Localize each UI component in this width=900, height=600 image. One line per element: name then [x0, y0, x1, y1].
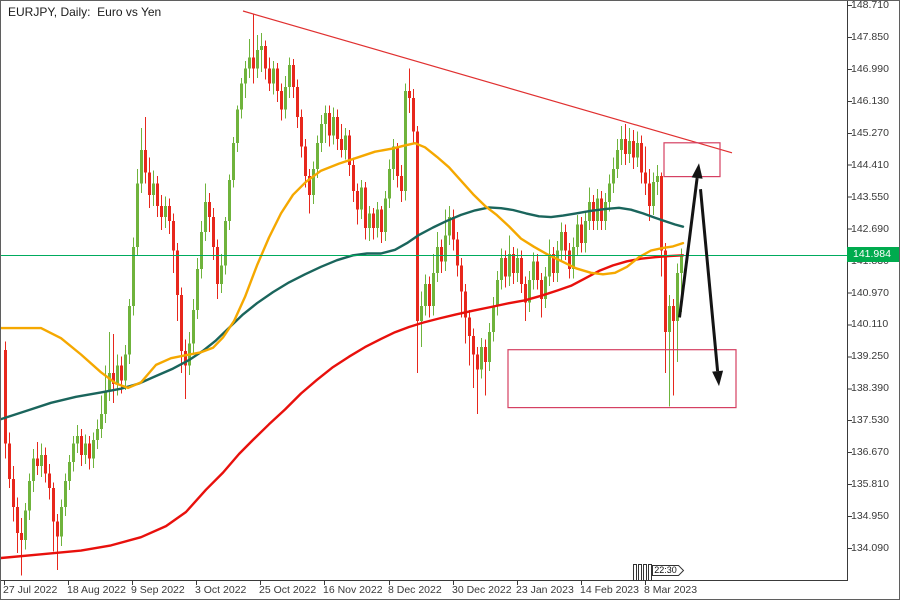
time-axis-label: 9 Sep 2022	[131, 584, 185, 596]
price-axis-label: 148.710	[851, 0, 889, 11]
current-price-value: 141.984	[853, 247, 891, 260]
price-axis-label: 135.810	[851, 478, 889, 491]
down-projection-arrow[interactable]	[699, 189, 724, 387]
ma-line-mid-teal	[1, 206, 685, 421]
chart-title: EURJPY, Daily: Euro vs Yen	[8, 5, 162, 19]
price-axis-label: 147.850	[851, 31, 889, 43]
time-axis[interactable]: 27 Jul 2022 18 Aug 2022 9 Sep 2022 3 Oct 20…	[1, 580, 846, 599]
demand-zone-rectangle[interactable]	[507, 349, 737, 409]
price-axis-label: 142.690	[851, 222, 889, 235]
price-axis-label: 140.110	[851, 318, 889, 331]
ma-line-fast-orange	[1, 141, 685, 390]
time-axis-label: 30 Dec 2022	[452, 584, 512, 596]
up-projection-arrow[interactable]	[678, 163, 703, 318]
price-axis-label: 144.410	[851, 158, 889, 171]
time-axis-label: 25 Oct 2022	[259, 584, 317, 596]
current-price-tag: 141.984	[847, 246, 899, 262]
price-axis-label: 139.250	[851, 350, 889, 363]
candle-countdown: 22:30	[654, 565, 677, 575]
price-axis-label: 143.550	[851, 190, 889, 203]
time-axis-label: 27 Jul 2022	[3, 584, 58, 596]
price-axis-label: 146.130	[851, 94, 889, 107]
price-axis-label: 136.670	[851, 446, 889, 459]
time-axis-label: 14 Feb 2023	[580, 584, 639, 596]
price-axis-label: 146.990	[851, 62, 889, 75]
time-axis-label: 8 Mar 2023	[644, 584, 698, 596]
price-axis-label: 137.530	[851, 414, 889, 427]
time-axis-label: 16 Nov 2022	[323, 584, 383, 596]
price-axis[interactable]: 148.710 147.850 146.990 146.130 145.270 144.4…	[844, 1, 899, 580]
ma-line-slow-red	[1, 254, 685, 560]
supply-zone-rectangle[interactable]	[663, 142, 721, 178]
countdown-bars-icon	[633, 564, 652, 581]
price-axis-label: 145.270	[851, 126, 889, 139]
time-axis-label: 8 Dec 2022	[388, 584, 442, 596]
time-axis-label: 23 Jan 2023	[516, 584, 574, 596]
price-axis-label: 138.390	[851, 382, 889, 395]
descending-trendline[interactable]	[242, 10, 733, 154]
time-axis-label: 3 Oct 2022	[195, 584, 247, 596]
countdown-tag-shape	[652, 565, 685, 576]
candles[interactable]	[4, 14, 683, 576]
time-axis-label: 18 Aug 2022	[67, 584, 126, 596]
price-axis-label: 134.090	[851, 542, 889, 554]
price-axis-label: 134.950	[851, 510, 889, 523]
axes	[1, 1, 852, 585]
price-axis-label: 140.970	[851, 286, 889, 299]
